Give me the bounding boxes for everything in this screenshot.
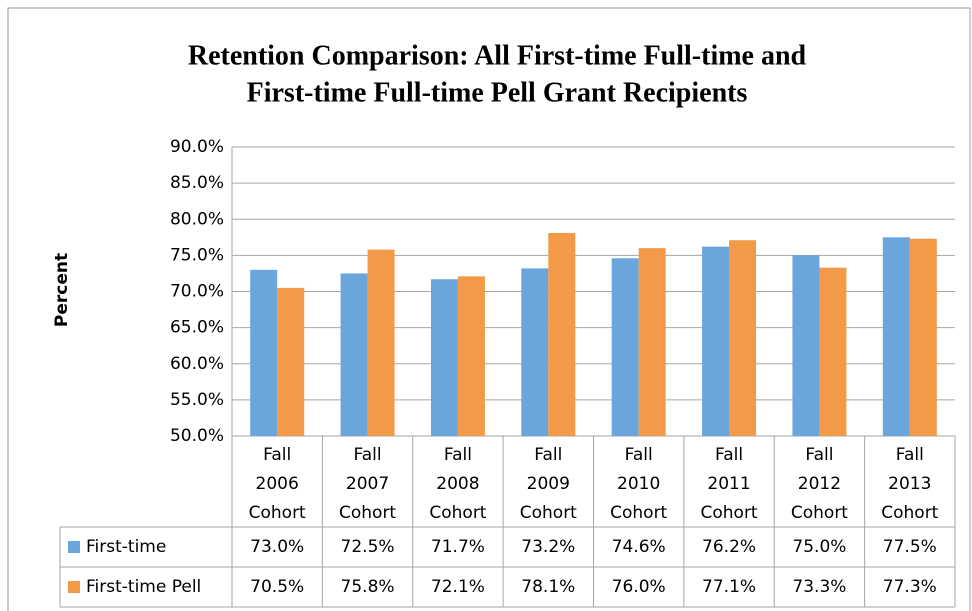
x-tick-label: Fall [715,445,743,465]
bar [457,276,485,436]
table-value: 71.7% [431,537,485,557]
bar [729,240,757,436]
x-tick-label: 2008 [436,474,479,494]
x-tick-label: Cohort [791,503,848,523]
bar [367,249,395,436]
bar [909,238,937,436]
legend-swatch [68,581,80,593]
chart-title: First-time Full-time Pell Grant Recipien… [247,77,748,108]
x-tick-label: Fall [444,445,472,465]
x-tick-label: Fall [354,445,382,465]
bar [638,248,666,436]
x-tick-label: Cohort [520,503,577,523]
y-tick-label: 60.0% [170,354,224,374]
table-value: 76.0% [612,577,666,597]
y-tick-label: 70.0% [170,282,224,302]
bar [250,269,278,436]
table-value: 77.5% [883,537,937,557]
x-tick-label: Cohort [249,503,306,523]
y-axis-label: Percent [52,253,72,327]
table-value: 72.1% [431,577,485,597]
bar [277,287,305,436]
bar [611,258,639,436]
table-value: 77.3% [883,577,937,597]
x-tick-label: 2012 [798,474,841,494]
y-tick-label: 55.0% [170,390,224,410]
y-tick-label: 90.0% [170,137,224,157]
x-tick-label: 2010 [617,474,660,494]
y-tick-label: 75.0% [170,245,224,265]
x-tick-label: Fall [263,445,291,465]
table-value: 73.2% [521,537,575,557]
y-tick-label: 65.0% [170,318,224,338]
x-tick-label: 2013 [888,474,931,494]
table-value: 75.8% [341,577,395,597]
y-tick-label: 80.0% [170,209,224,229]
x-tick-label: Cohort [610,503,667,523]
x-tick-label: Cohort [429,503,486,523]
bar [548,232,576,436]
frame [7,7,971,611]
bar [430,279,458,436]
chart-title: Retention Comparison: All First-time Ful… [188,40,807,71]
legend-swatch [68,541,80,553]
bar [702,246,730,436]
bar [521,268,549,436]
bar [819,267,847,436]
x-tick-label: Fall [534,445,562,465]
x-tick-label: Cohort [881,503,938,523]
legend-label: First-time [86,537,166,557]
x-tick-label: Fall [896,445,924,465]
table-value: 73.3% [792,577,846,597]
x-tick-label: 2011 [707,474,750,494]
table-value: 72.5% [341,537,395,557]
x-tick-label: Cohort [339,503,396,523]
table-value: 77.1% [702,577,756,597]
x-tick-label: Fall [625,445,653,465]
y-tick-label: 50.0% [170,426,224,446]
bar [792,255,820,436]
legend-label: First-time Pell [86,577,201,597]
x-tick-label: Cohort [701,503,758,523]
x-tick-label: Fall [805,445,833,465]
table-value: 76.2% [702,537,756,557]
table-value: 70.5% [250,577,304,597]
table-value: 73.0% [250,537,304,557]
table-value: 74.6% [612,537,666,557]
y-tick-label: 85.0% [170,173,224,193]
table-value: 75.0% [792,537,846,557]
x-tick-label: 2009 [527,474,570,494]
bar [882,237,910,436]
x-tick-label: 2006 [256,474,299,494]
x-tick-label: 2007 [346,474,389,494]
table-value: 78.1% [521,577,575,597]
bar [340,273,368,436]
